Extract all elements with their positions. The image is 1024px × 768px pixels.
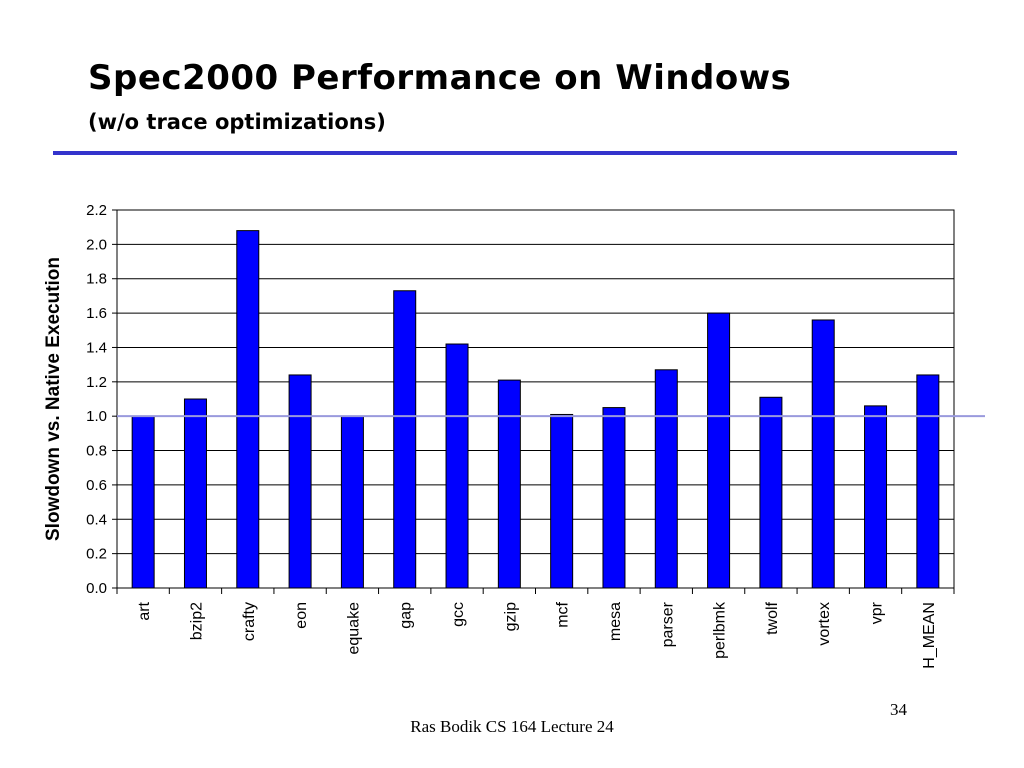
bar-parser: [654, 369, 678, 589]
y-tick-label: 1.8: [86, 271, 107, 288]
y-tick-label: 0.4: [86, 511, 107, 528]
bar-mcf: [550, 413, 574, 589]
bar-equake: [340, 415, 364, 589]
x-tick-label: equake: [345, 602, 362, 655]
bars: [131, 230, 940, 589]
bar-h-mean: [916, 374, 940, 589]
x-tick-label: vpr: [869, 601, 886, 624]
bar-vpr: [864, 405, 888, 589]
x-tick-label: gzip: [502, 602, 519, 631]
bar-perlbmk: [707, 312, 731, 589]
bar-gap: [393, 290, 417, 589]
y-tick-label: 1.6: [86, 305, 107, 322]
x-tick-label: perlbmk: [712, 601, 729, 659]
y-tick-label: 1.2: [86, 374, 107, 391]
bar-crafty: [236, 230, 260, 589]
y-axis-ticks: 0.0 0.2 0.4 0.6 0.8 1.0 1.2 1.4 1.6 1.8 2.0 2.2: [86, 202, 117, 597]
y-axis-label: Slowdown vs. Native Execution: [43, 257, 64, 541]
slide-title: Spec2000 Performance on Windows: [88, 58, 792, 98]
bar-mesa: [602, 407, 626, 589]
page-number: 34: [890, 700, 907, 719]
y-tick-label: 1.4: [86, 339, 107, 356]
bar-gcc: [445, 343, 469, 589]
y-tick-label: 0.0: [86, 580, 107, 597]
slide-footer: Ras Bodik CS 164 Lecture 24: [410, 717, 614, 736]
bar-art: [131, 415, 155, 589]
y-tick-label: 2.0: [86, 236, 107, 253]
y-tick-label: 0.6: [86, 477, 107, 494]
bar-bzip2: [183, 398, 207, 589]
x-tick-label: crafty: [241, 602, 258, 641]
x-tick-label: H_MEAN: [921, 602, 938, 669]
bar-twolf: [759, 396, 783, 589]
bar-gzip: [497, 379, 521, 589]
y-tick-label: 0.8: [86, 443, 107, 460]
x-tick-label: twolf: [764, 601, 781, 634]
x-tick-label: art: [136, 601, 153, 620]
title-divider: [53, 151, 957, 155]
x-tick-label: mcf: [555, 601, 572, 627]
x-tick-label: vortex: [816, 602, 833, 646]
x-axis-ticks: art bzip2 crafty eon equake gap gcc gzip mcf mesa…: [116, 588, 955, 669]
x-tick-label: eon: [293, 602, 310, 629]
y-tick-label: 0.2: [86, 546, 107, 563]
y-tick-label: 2.2: [86, 202, 107, 219]
x-tick-label: parser: [659, 601, 676, 647]
bar-eon: [288, 374, 312, 589]
x-tick-label: gap: [398, 602, 415, 629]
bar-vortex: [811, 319, 835, 589]
x-tick-label: gcc: [450, 602, 467, 627]
y-tick-label: 1.0: [86, 408, 107, 425]
x-tick-label: mesa: [607, 602, 624, 641]
slide-subtitle: (w/o trace optimizations): [88, 110, 386, 134]
x-tick-label: bzip2: [188, 602, 205, 640]
